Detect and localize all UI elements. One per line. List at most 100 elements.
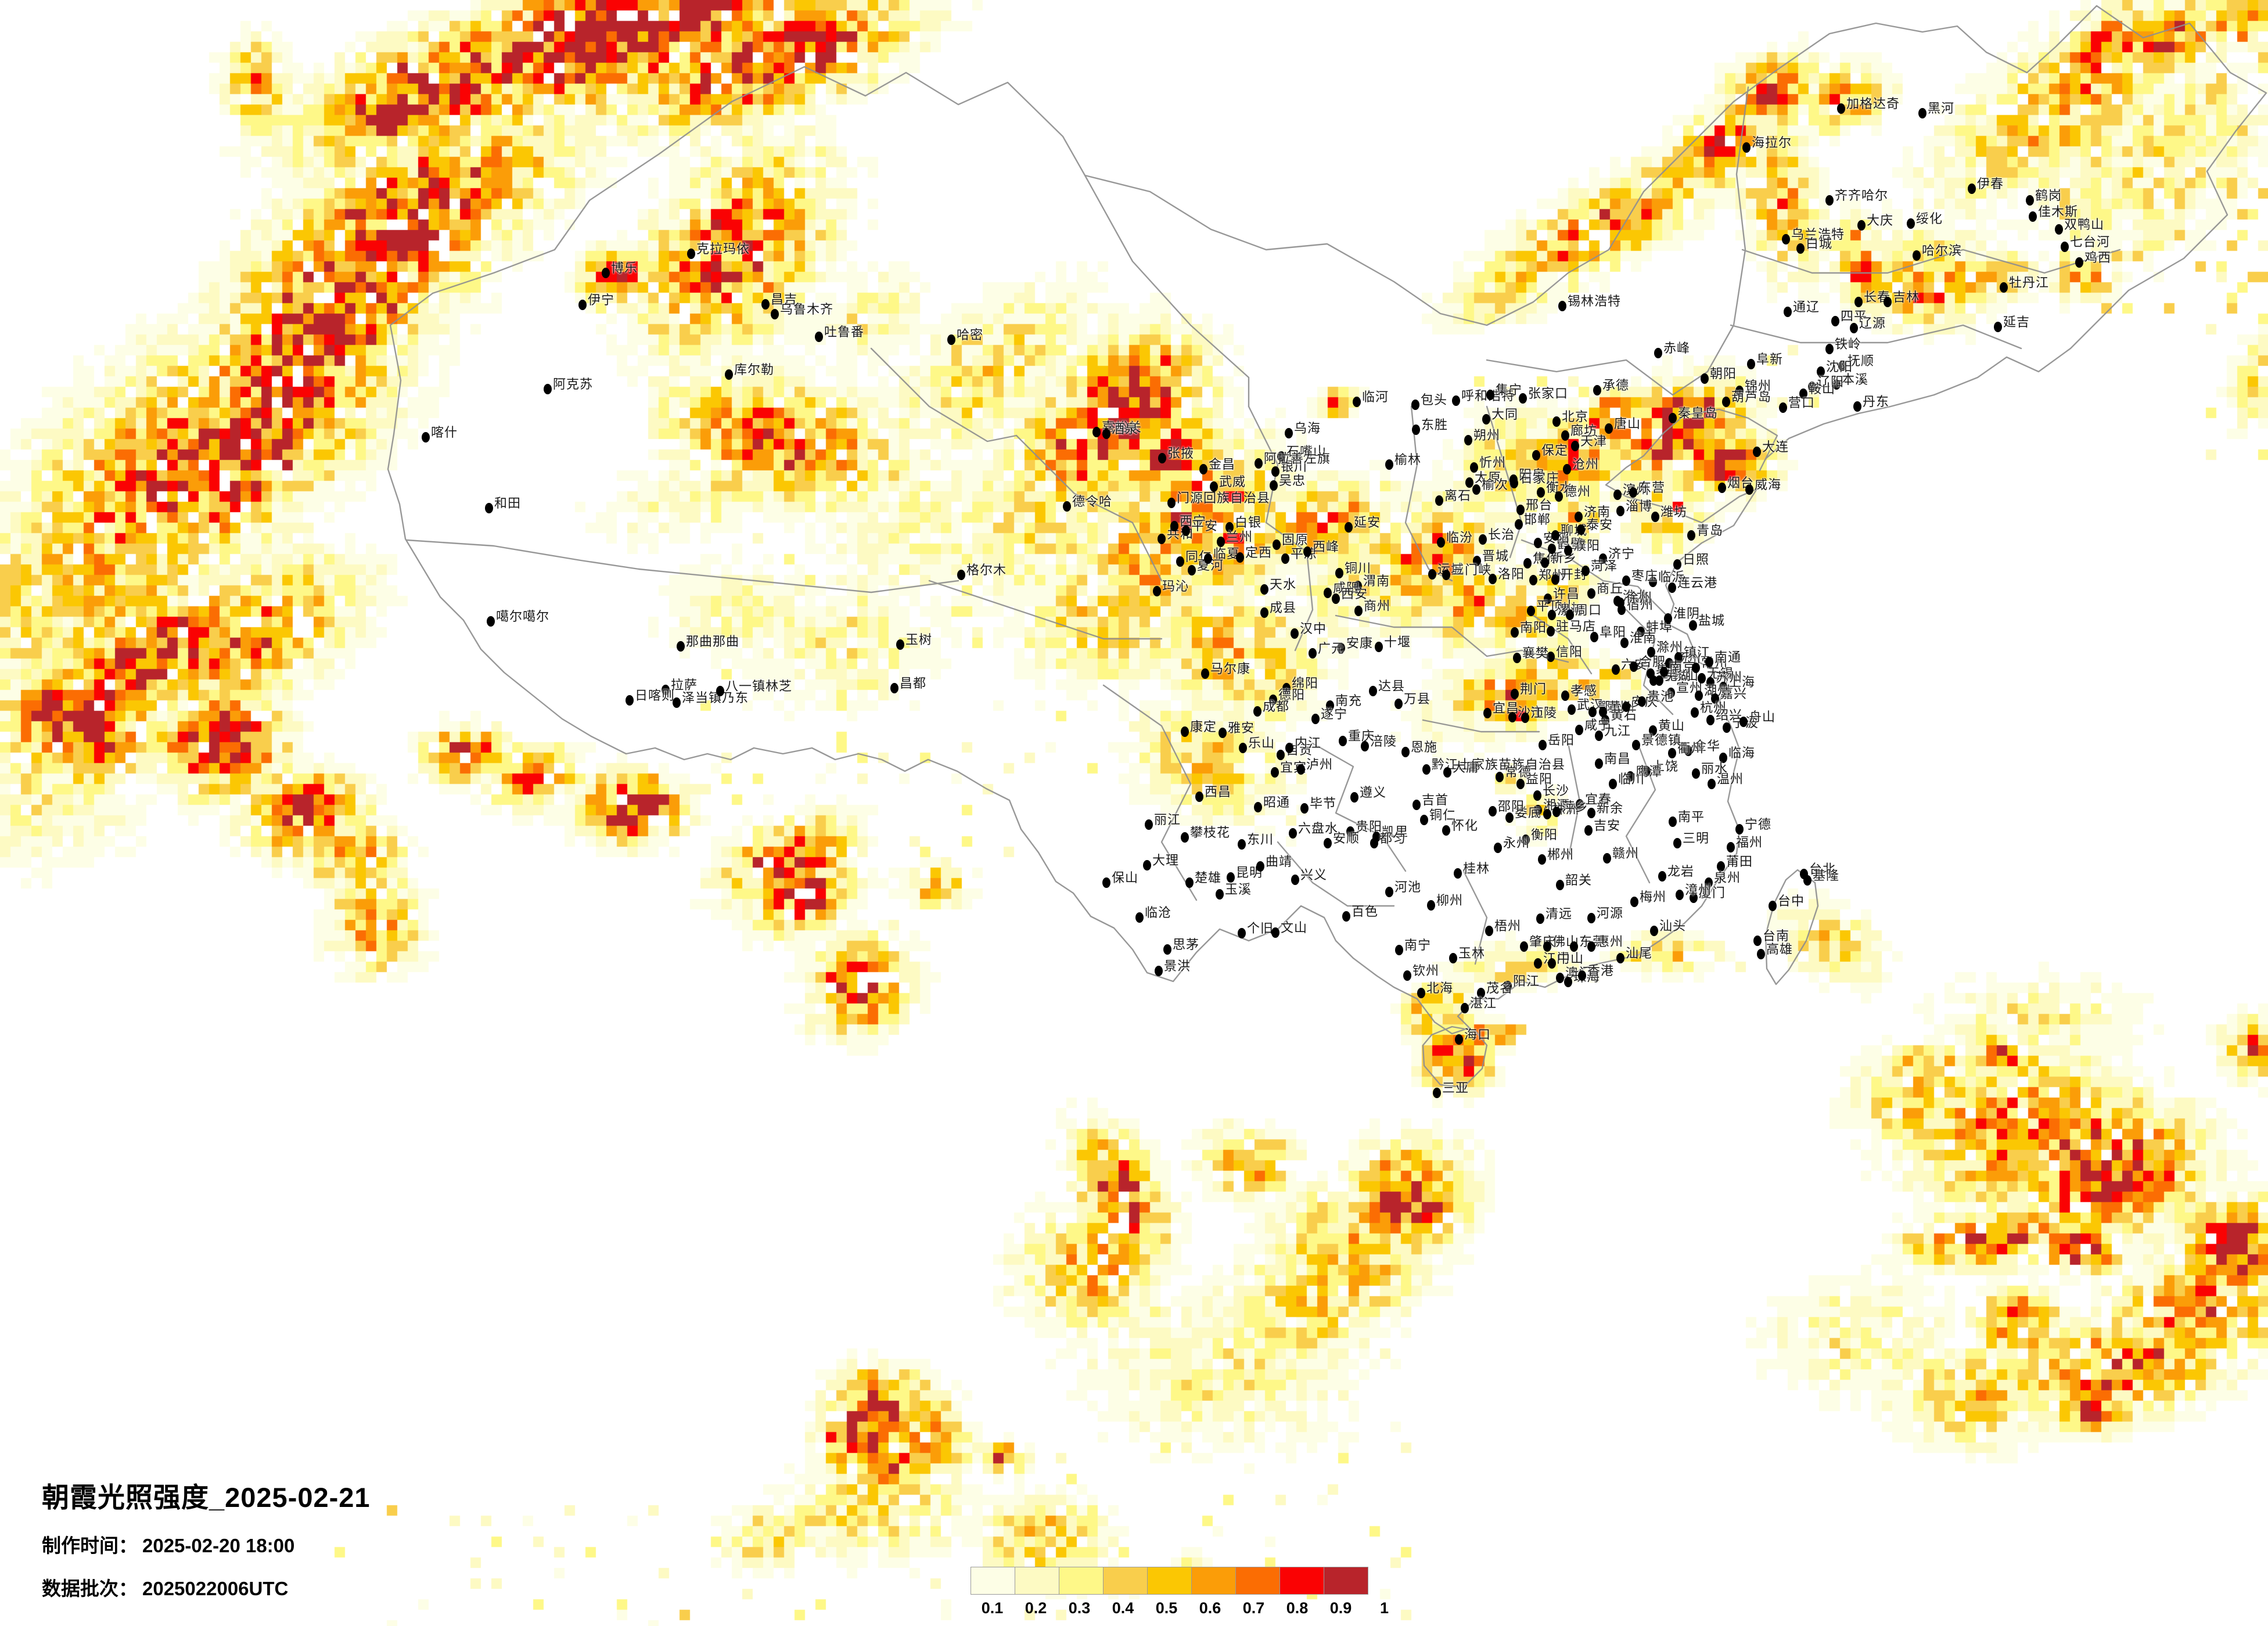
- city-label: 河池: [1394, 880, 1422, 894]
- city-label: 南通: [1715, 650, 1742, 664]
- city-dot-icon: [1684, 746, 1692, 756]
- city-dot-icon: [1176, 556, 1184, 567]
- city-label: 雅安: [1228, 721, 1255, 735]
- city-dot-icon: [1637, 627, 1645, 637]
- city-dot-icon: [1454, 868, 1462, 879]
- city-label: 伊春: [1977, 177, 2004, 191]
- city-label: 南昌: [1604, 751, 1631, 766]
- city-label: 基隆: [1813, 868, 1840, 883]
- city-dot-icon: [487, 616, 495, 627]
- city-label: 舟山: [1749, 710, 1776, 724]
- city-dot-icon: [1649, 725, 1657, 736]
- city-label: 思茅: [1173, 937, 1200, 952]
- city-label: 噶尔噶尔: [496, 609, 550, 624]
- city-label: 曲靖: [1266, 854, 1293, 869]
- city-dot-icon: [1181, 832, 1189, 843]
- city-label: 喀什: [431, 425, 458, 440]
- city-label: 和田: [494, 496, 522, 510]
- city-dot-icon: [1536, 913, 1544, 924]
- city-dot-icon: [890, 683, 898, 693]
- city-label: 天津: [1580, 434, 1608, 448]
- legend-tick: 0.5: [1155, 1599, 1178, 1617]
- city-dot-icon: [1369, 686, 1377, 696]
- city-dot-icon: [1595, 758, 1603, 769]
- city-dot-icon: [1853, 401, 1861, 412]
- city-dot-icon: [1769, 901, 1777, 911]
- city-label: 西昌: [1205, 785, 1232, 799]
- city-dot-icon: [1135, 912, 1144, 923]
- city-label: 文山: [1281, 920, 1308, 935]
- city-label: 楚雄: [1195, 870, 1222, 885]
- city-dot-icon: [1620, 638, 1629, 648]
- city-dot-icon: [1282, 683, 1291, 693]
- city-label: 保定: [1541, 443, 1569, 458]
- city-dot-icon: [1236, 552, 1244, 563]
- city-label: 三亚: [1442, 1081, 1469, 1095]
- city-label: 拉萨: [671, 678, 698, 692]
- city-label: 清远: [1545, 906, 1573, 921]
- city-label: 阳江: [1513, 974, 1540, 988]
- city-label: 赤峰: [1663, 341, 1691, 355]
- city-dot-icon: [1695, 690, 1703, 701]
- city-dot-icon: [1516, 505, 1525, 515]
- city-label: 贵池: [1647, 689, 1674, 704]
- city-label: 平安: [1191, 519, 1219, 533]
- city-dot-icon: [1163, 944, 1171, 955]
- city-dot-icon: [1153, 586, 1161, 596]
- city-label: 德阳: [1278, 688, 1306, 702]
- city-dot-icon: [1698, 673, 1706, 684]
- city-dot-icon: [1578, 970, 1586, 981]
- city-label: 邯郸: [1524, 512, 1551, 527]
- city-dot-icon: [1664, 613, 1672, 624]
- city-dot-icon: [1548, 610, 1556, 620]
- city-dot-icon: [761, 299, 770, 310]
- city-dot-icon: [1701, 373, 1709, 384]
- city-label: 台南: [1763, 929, 1790, 943]
- city-label: 哈密: [957, 328, 984, 342]
- city-dot-icon: [1529, 575, 1537, 585]
- city-label: 滁州: [1656, 640, 1684, 654]
- city-label: 石嘴山: [1286, 444, 1327, 459]
- city-label: 洛阳: [1498, 567, 1525, 581]
- city-dot-icon: [1403, 970, 1411, 981]
- city-label: 芜湖: [1665, 668, 1692, 683]
- city-label: 丽江: [1154, 812, 1181, 827]
- city-label: 潍坊: [1660, 505, 1688, 519]
- city-dot-icon: [1375, 642, 1383, 652]
- city-dot-icon: [602, 268, 610, 278]
- city-dot-icon: [1850, 323, 1858, 333]
- city-dot-icon: [1435, 495, 1443, 506]
- city-dot-icon: [1630, 661, 1638, 672]
- city-label: 镇江: [1684, 645, 1711, 660]
- city-label: 天水: [1270, 577, 1297, 592]
- city-label: 三门峡: [1451, 563, 1492, 577]
- city-label: 汕尾: [1626, 946, 1653, 961]
- city-dot-icon: [1854, 297, 1863, 307]
- city-dot-icon: [1239, 743, 1247, 753]
- city-label: 榆次: [1482, 477, 1509, 492]
- city-label: 北海: [1426, 981, 1454, 995]
- city-dot-icon: [2029, 211, 2037, 222]
- city-dot-icon: [1260, 584, 1268, 595]
- city-dot-icon: [947, 334, 955, 345]
- city-dot-icon: [1642, 766, 1651, 776]
- city-label: 南充: [1335, 693, 1363, 708]
- city-label: 马尔康: [1210, 661, 1251, 676]
- city-label: 本溪: [1842, 372, 1869, 387]
- city-label: 邵阳: [1498, 799, 1525, 814]
- city-label: 西安: [1341, 587, 1368, 601]
- city-label: 鹤岗: [2035, 188, 2062, 203]
- city-label: 上海: [1728, 675, 1756, 689]
- city-dot-icon: [1504, 981, 1512, 991]
- city-label: 丹东: [1863, 394, 1890, 409]
- city-label: 鹰潭: [1636, 764, 1663, 779]
- city-label: 威海: [1755, 477, 1782, 492]
- city-label: 临汾: [1446, 530, 1473, 545]
- city-label: 定西: [1245, 545, 1273, 560]
- city-label: 银川: [1281, 459, 1308, 474]
- city-dot-icon: [1753, 936, 1762, 946]
- city-label: 绥化: [1916, 211, 1943, 226]
- city-dot-icon: [1665, 658, 1673, 668]
- city-label: 格尔木: [966, 563, 1007, 577]
